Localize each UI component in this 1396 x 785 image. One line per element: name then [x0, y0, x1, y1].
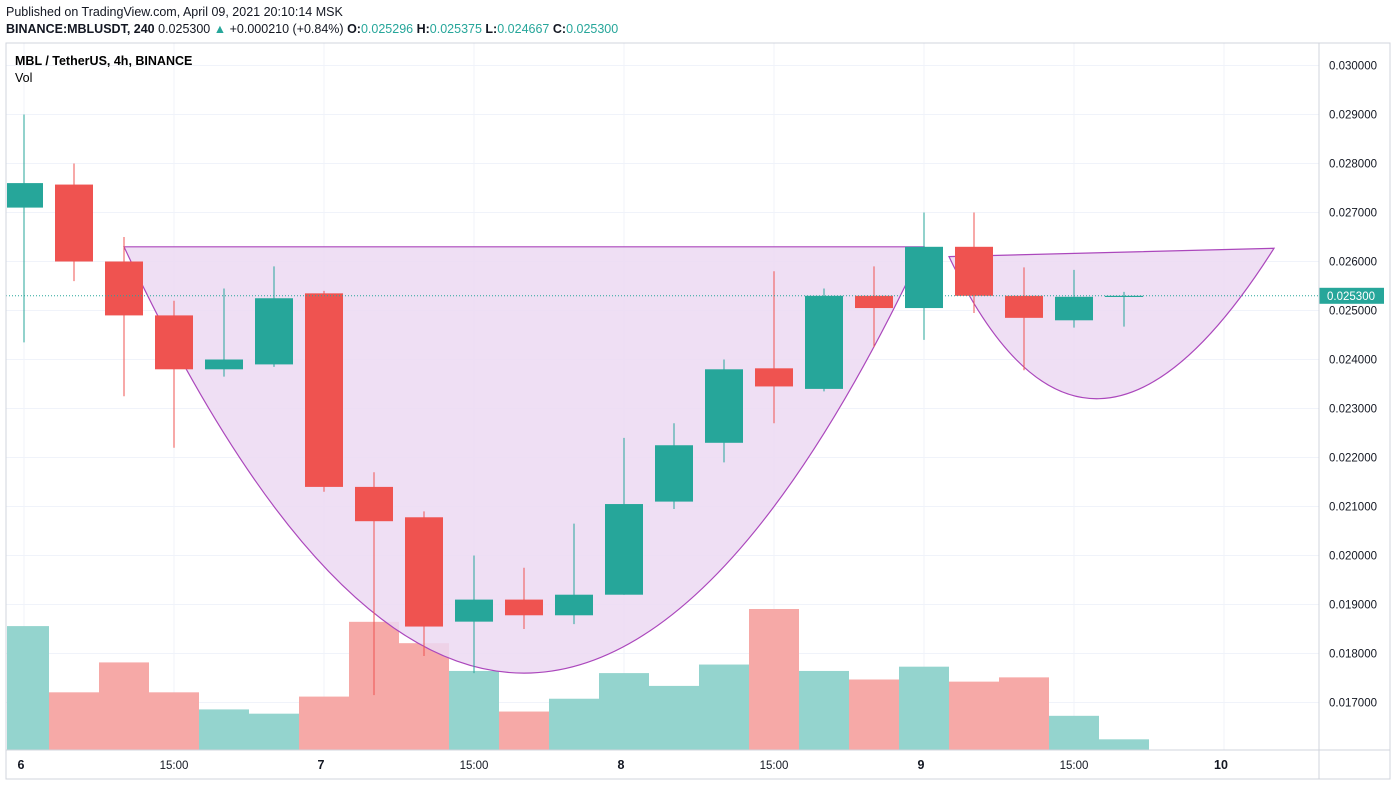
price-tick-label: 0.030000: [1329, 61, 1377, 73]
time-tick-label: 6: [18, 758, 25, 772]
time-tick-label: 15:00: [460, 760, 489, 772]
volume-bar: [7, 626, 49, 750]
candle-body: [555, 594, 593, 616]
symbol-label: BINANCE:MBLUSDT, 240: [6, 22, 155, 36]
volume-bar: [599, 673, 649, 750]
price-tick-label: 0.019000: [1329, 600, 1377, 612]
candle-body: [855, 295, 893, 309]
candle-body: [705, 369, 743, 443]
candle-body: [1105, 295, 1143, 297]
price-tick-label: 0.027000: [1329, 208, 1377, 220]
up-arrow-icon: ▲: [213, 22, 227, 36]
open-label: O:: [347, 22, 361, 36]
last-price-tag: [1319, 287, 1384, 304]
last-price-line: 0.025300: [6, 287, 1384, 304]
time-tick-label: 10: [1214, 758, 1228, 772]
price-tick-label: 0.020000: [1329, 551, 1377, 563]
candle-body: [255, 298, 293, 365]
candle-body: [7, 183, 43, 208]
volume-bar: [799, 670, 849, 750]
last-price-tag-label: 0.025300: [1327, 291, 1375, 303]
volume-bar: [699, 664, 749, 750]
low-value: 0.024667: [497, 22, 550, 36]
candle-body: [1005, 295, 1043, 318]
volume-bar: [1049, 715, 1099, 750]
price-tick-label: 0.029000: [1329, 110, 1377, 122]
volume-bar: [899, 666, 949, 750]
volume-bar: [99, 662, 149, 750]
last-price: 0.025300: [158, 22, 211, 36]
candlesticks: [7, 114, 1143, 696]
candle-body: [605, 504, 643, 595]
time-tick-label: 15:00: [160, 760, 189, 772]
volume-bar: [249, 713, 299, 750]
time-tick-label: 9: [918, 758, 925, 772]
volume-bar: [1099, 739, 1149, 750]
candle-body: [455, 599, 493, 622]
volume-bar: [399, 643, 449, 750]
volume-bar: [749, 609, 799, 750]
time-tick-label: 15:00: [760, 760, 789, 772]
candle-body: [805, 295, 843, 389]
high-value: 0.025375: [429, 22, 482, 36]
candle-body: [905, 246, 943, 309]
volume-bar: [499, 711, 549, 750]
price-tick-label: 0.022000: [1329, 453, 1377, 465]
candle-body: [655, 445, 693, 502]
volume-bar: [549, 698, 599, 750]
candle-body: [755, 368, 793, 387]
candle-body: [955, 246, 993, 296]
time-tick-label: 15:00: [1060, 760, 1089, 772]
ohlc-line: BINANCE:MBLUSDT, 240 0.025300 ▲ +0.00021…: [6, 22, 618, 36]
candle-body: [105, 261, 143, 316]
volume-bar: [849, 679, 899, 750]
price-tick-label: 0.018000: [1329, 649, 1377, 661]
cup-and-handle-pattern: [123, 246, 1276, 674]
time-tick-label: 8: [618, 758, 625, 772]
candle-body: [55, 184, 93, 262]
price-tick-label: 0.023000: [1329, 404, 1377, 416]
price-tick-label: 0.028000: [1329, 159, 1377, 171]
candle-body: [1055, 296, 1093, 321]
volume-bar: [449, 670, 499, 750]
open-value: 0.025296: [360, 22, 414, 36]
price-tick-label: 0.026000: [1329, 257, 1377, 269]
volume-bar: [299, 696, 349, 750]
high-label: H:: [416, 22, 430, 36]
price-tick-label: 0.024000: [1329, 355, 1377, 367]
published-line: Published on TradingView.com, April 09, …: [6, 5, 343, 19]
volume-bar: [149, 692, 199, 750]
low-label: L:: [485, 22, 498, 36]
volume-bar: [949, 681, 999, 750]
volume-legend: Vol: [15, 71, 32, 85]
volume-bar: [49, 692, 99, 750]
chart-legend-title: MBL / TetherUS, 4h, BINANCE: [15, 54, 192, 68]
time-axis[interactable]: 6 15:00 7 15:00 8 15:00 9 15:00 10: [18, 758, 1228, 772]
candle-body: [355, 486, 393, 522]
candle-body: [205, 359, 243, 370]
close-label: C:: [552, 22, 567, 36]
candle-body: [505, 599, 543, 616]
candle-body: [305, 293, 343, 487]
price-tick-label: 0.025000: [1329, 306, 1377, 318]
chart-frame: [5, 42, 1391, 780]
volume-bars: [7, 609, 1149, 750]
handle-shape: [948, 247, 1276, 400]
volume-bar: [199, 709, 249, 750]
price-tick-label: 0.017000: [1329, 698, 1377, 710]
candle-body: [405, 517, 443, 627]
price-axis[interactable]: 0.030000 0.029000 0.028000 0.027000 0.026000…: [1329, 61, 1377, 710]
price-change: +0.000210 (+0.84%): [229, 22, 344, 36]
price-tick-label: 0.021000: [1329, 502, 1377, 514]
time-tick-label: 7: [318, 758, 325, 772]
candle-body: [155, 315, 193, 370]
close-value: 0.025300: [566, 22, 619, 36]
volume-bar: [649, 685, 699, 750]
volume-bar: [999, 677, 1049, 750]
